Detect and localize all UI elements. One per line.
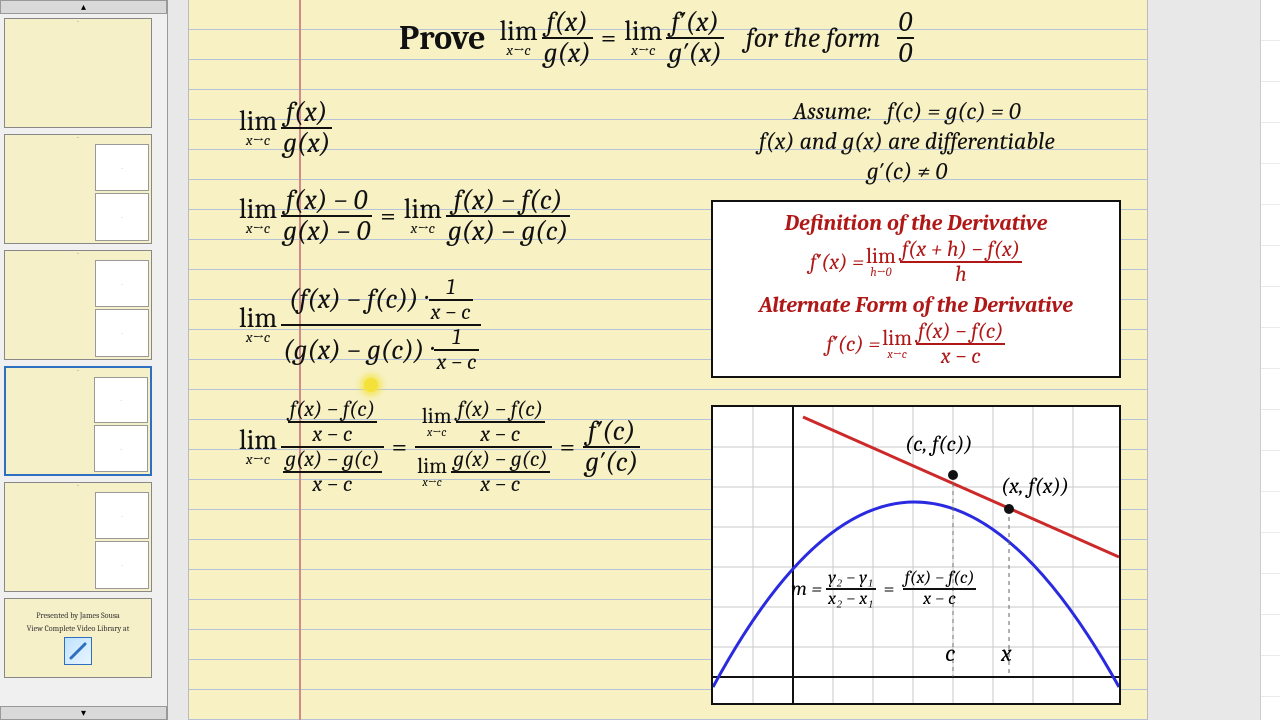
thumbnail-panel: ▴ ··· ··· ··· ··· ··· ··· ··· <box>0 0 168 720</box>
title-prefix: Prove <box>399 18 486 58</box>
logo-icon <box>64 637 92 665</box>
slide-thumb[interactable]: ··· <box>4 18 152 128</box>
graph-slope-formula: m = y₂ − y₁ x₂ − x₁ = f(x) − f(c) x − c <box>791 569 976 609</box>
graph-axis-c: c <box>945 639 955 667</box>
def-heading2: Alternate Form of the Derivative <box>723 292 1109 318</box>
graph-point-x: (x, f(x)) <box>1001 473 1069 499</box>
graph-point-c: (c, f(c)) <box>905 431 972 457</box>
title-row: Prove limx→c f(x) g(x) = limx→c f′(x) g′… <box>399 8 914 69</box>
title-suffix: for the form <box>746 22 881 54</box>
thumb-scroll-down[interactable]: ▾ <box>0 706 167 720</box>
thumbnail-list[interactable]: ··· ··· ··· ··· ··· ··· ··· ·· <box>0 14 167 706</box>
assume-block: Assume: f(c) = g(c) = 0 f(x) and g(x) ar… <box>759 96 1055 186</box>
slide-thumb[interactable]: ··· ··· ··· <box>4 482 152 592</box>
thumb-final-line2: View Complete Video Library at <box>27 624 130 633</box>
laser-pointer <box>364 378 378 392</box>
thumb-final-line1: Presented by James Sousa <box>36 611 119 620</box>
thumb-scroll-up[interactable]: ▴ <box>0 0 167 14</box>
step3: limx→c (f(x) − f(c)) · 1 x − c (g(x) − g… <box>239 276 481 374</box>
slide-thumb[interactable]: ··· ··· ··· <box>4 134 152 244</box>
right-gutter <box>1260 0 1280 720</box>
slide-thumb-final[interactable]: Presented by James Sousa View Complete V… <box>4 598 152 678</box>
slide-canvas: Prove limx→c f(x) g(x) = limx→c f′(x) g′… <box>188 0 1148 720</box>
def-heading1: Definition of the Derivative <box>723 210 1109 236</box>
slide-thumb[interactable]: ··· ··· ··· <box>4 250 152 360</box>
graph-axis-x: x <box>1001 639 1012 667</box>
thumb-title: ··· <box>77 21 78 26</box>
graph-box: (c, f(c)) (x, f(x)) m = y₂ − y₁ x₂ − x₁ … <box>711 405 1121 705</box>
definition-box: Definition of the Derivative f′(x) = lim… <box>711 200 1121 378</box>
step1: limx→c f(x) g(x) <box>239 98 332 159</box>
slide-thumb-selected[interactable]: ··· ··· ··· <box>4 366 152 476</box>
step4: limx→c f(x) − f(c) x − c g(x) − g(c) x −… <box>239 398 640 496</box>
step2: limx→c f(x) − 0 g(x) − 0 = limx→c f(x) −… <box>239 186 570 247</box>
